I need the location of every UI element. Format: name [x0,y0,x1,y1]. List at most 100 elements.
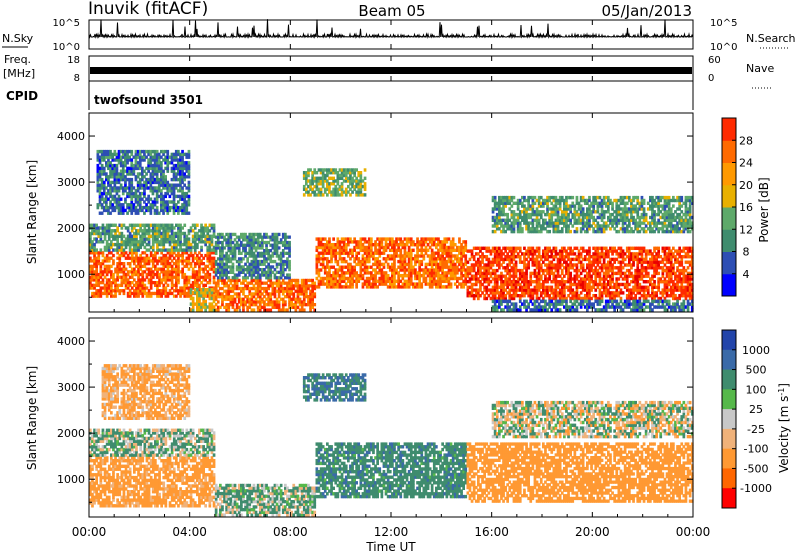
power-cell [196,296,199,301]
power-cell [147,270,151,274]
power-cell [344,168,348,172]
power-cell [548,266,551,270]
power-cell [101,291,105,296]
power-cell [183,172,186,176]
power-cell [281,300,285,304]
power-cell [615,266,619,270]
power-cell [533,249,537,253]
power-cell [487,280,491,284]
power-cell [145,291,149,296]
power-cell [121,203,125,207]
power-cell [485,274,489,278]
power-cell [208,290,212,295]
power-cell [179,189,182,193]
power-cell [248,265,252,269]
power-cell [313,284,317,288]
power-cell [100,158,104,162]
power-cell [95,283,98,287]
power-cell [109,175,112,179]
power-cell [166,294,170,298]
power-cell [136,163,140,168]
power-cell [441,274,444,278]
power-cell [521,280,524,284]
power-cell [147,289,151,293]
power-cell [269,273,273,277]
power-cell [168,155,172,159]
power-cell [449,285,453,289]
power-cell [529,296,533,301]
power-cell [321,254,325,258]
power-cell [256,240,260,245]
power-cell [170,253,174,258]
power-cell [219,265,222,269]
power-cell [477,263,480,267]
power-cell [143,169,146,173]
power-cell [357,262,361,267]
power-cell [302,171,306,175]
power-cell [579,296,583,301]
power-cell [189,294,193,298]
power-cell [237,270,241,274]
power-cell [548,268,551,273]
power-cell [510,255,514,259]
power-cell [328,276,331,281]
power-cell [432,259,436,264]
power-cell [143,270,147,274]
power-cell [365,271,369,275]
power-cell [189,275,193,279]
power-cell [443,251,447,255]
power-cell [89,267,92,271]
power-cell [342,251,346,255]
power-cell [185,211,189,215]
power-cell [164,205,167,210]
power-cell [103,283,107,287]
power-cell [102,166,106,171]
power-cell [430,259,434,264]
power-cell [231,305,235,309]
power-cell [581,277,585,281]
power-cell [103,270,107,274]
power-cell [151,158,155,162]
power-cell [246,238,249,242]
power-cell [227,284,231,288]
power-cell [382,248,386,252]
power-cell [187,256,191,260]
power-cell [100,152,104,157]
power-cell [613,260,616,264]
power-cell [441,240,444,244]
power-cell [286,246,289,250]
power-cell [430,262,434,267]
power-cell [120,251,124,255]
power-cell [525,285,528,289]
power-cell [223,295,226,299]
power-cell [556,257,560,262]
power-cell [409,259,413,264]
power-cell [560,257,564,262]
power-cell [560,249,564,253]
power-cell [546,280,549,284]
power-cell [187,183,191,187]
power-cell [242,297,245,301]
power-cell [130,189,134,193]
power-cell [537,252,541,256]
power-cell [135,251,138,255]
power-cell [244,254,247,258]
power-cell [336,176,340,180]
power-cell [227,278,231,283]
power-cell [160,226,163,230]
power-cell [162,194,165,199]
power-cell [468,285,472,289]
power-cell [273,276,277,280]
power-cell [132,186,136,190]
power-cell [172,234,176,238]
power-cell [328,265,331,269]
power-cell [162,259,166,263]
power-cell [359,271,363,275]
power-cell [319,237,323,241]
power-cell [338,276,342,281]
power-cell [267,249,270,253]
power-cell [351,285,354,289]
power-cell [147,256,151,260]
power-cell [512,268,516,273]
power-cell [172,245,176,250]
